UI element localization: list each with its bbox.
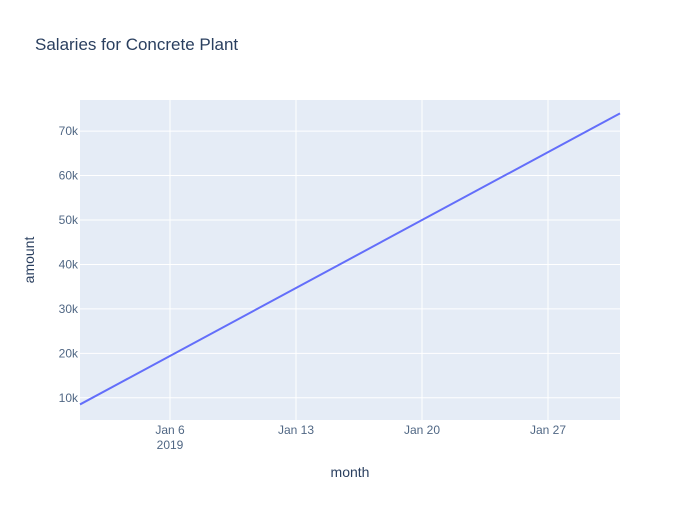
x-tick-sublabel: 2019 [157, 438, 184, 452]
y-tick-label: 60k [59, 169, 79, 183]
x-tick-label: Jan 27 [530, 423, 566, 437]
y-axis-label: amount [21, 237, 37, 284]
y-tick-label: 10k [59, 391, 79, 405]
y-tick-label: 40k [59, 257, 79, 271]
x-tick-label: Jan 6 [155, 423, 185, 437]
x-axis-label: month [331, 464, 370, 480]
x-tick-label: Jan 20 [404, 423, 440, 437]
grid-lines [80, 100, 620, 420]
y-tick-label: 50k [59, 213, 79, 227]
y-tick-label: 20k [59, 346, 79, 360]
series-line [79, 112, 621, 406]
y-tick-label: 30k [59, 302, 79, 316]
y-axis-ticks: 10k 20k 30k 40k 50k 60k 70k [59, 124, 79, 405]
x-tick-label: Jan 13 [278, 423, 314, 437]
series-layer [79, 112, 621, 406]
y-tick-label: 70k [59, 124, 79, 138]
chart-title: Salaries for Concrete Plant [35, 35, 238, 54]
